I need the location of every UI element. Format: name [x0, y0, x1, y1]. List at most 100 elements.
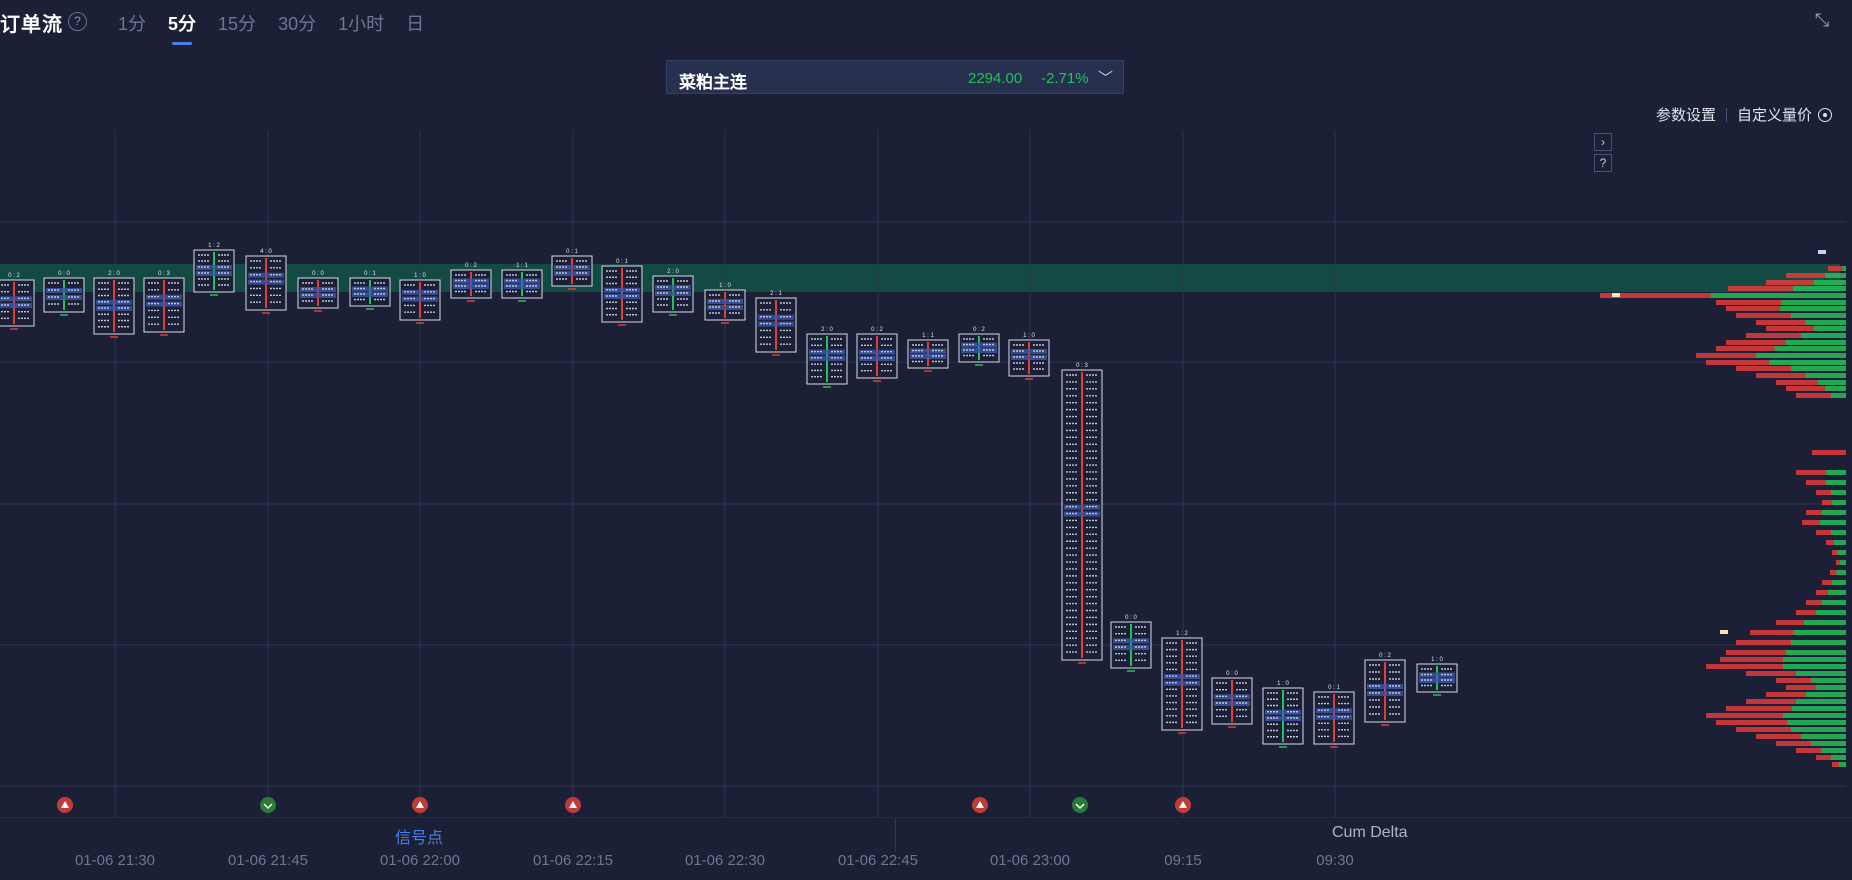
bar-ask-bid-label: 0 : 2 [973, 327, 985, 333]
period-5m[interactable]: 5分 [168, 10, 196, 45]
volume-profile-sell [1776, 380, 1818, 385]
poc-cell [1164, 680, 1200, 686]
volume-profile-buy [1791, 366, 1846, 371]
volume-profile-sell [1726, 306, 1780, 311]
volume-profile-buy [1828, 590, 1846, 595]
signal-check-icon [1075, 803, 1085, 810]
poc-cell [1214, 701, 1250, 706]
poc-cell [1113, 645, 1149, 650]
volume-profile-buy [1783, 657, 1846, 662]
expand-panel-button[interactable]: › [1594, 133, 1612, 151]
help-icon[interactable]: ? [68, 12, 87, 31]
poc-cell [758, 314, 794, 320]
volume-profile-sell [1766, 326, 1814, 331]
volume-profile-buy [1793, 630, 1846, 635]
bar-ask-bid-label: 0 : 1 [616, 259, 628, 265]
time-axis-label: 01-06 21:45 [227, 852, 309, 869]
period-day[interactable]: 日 [406, 14, 425, 34]
signal-arrow-icon [416, 801, 424, 808]
volume-profile-sell [1802, 520, 1820, 525]
profile-poc-marker [1720, 630, 1728, 634]
volume-profile-buy [1831, 490, 1846, 495]
volume-profile-sell [1836, 560, 1840, 565]
volume-profile-sell [1816, 530, 1831, 535]
volume-profile-buy [1756, 353, 1846, 358]
signal-check-icon [263, 803, 273, 810]
volume-profile-buy [1792, 286, 1846, 291]
indicator-tabs: 信号点 Cum Delta [0, 818, 1852, 852]
contract-name: 菜粕主连 [679, 73, 747, 92]
poc-cell [1367, 684, 1403, 689]
divider [1725, 107, 1727, 122]
volume-profile-sell [1822, 580, 1832, 585]
volume-profile-buy [1814, 326, 1846, 331]
volume-profile-sell [1832, 550, 1838, 555]
params-settings-link[interactable]: 参数设置 [1655, 107, 1716, 124]
volume-profile-buy [1842, 266, 1846, 271]
poc-cell [655, 291, 691, 296]
time-axis-label: 01-06 22:15 [532, 852, 614, 869]
volume-profile-sell [1706, 713, 1783, 718]
volume-profile-sell [1696, 353, 1756, 358]
time-axis-label: 01-06 22:45 [837, 852, 919, 869]
volume-profile-sell [1806, 510, 1822, 515]
bar-ask-bid-label: 1 : 0 [1431, 657, 1443, 663]
volume-profile-buy [1787, 720, 1846, 725]
volume-profile-sell [1736, 366, 1791, 371]
period-1h[interactable]: 1小时 [338, 14, 385, 34]
footprint-chart[interactable]: 0 : 2 0 : 0 2 : 0 0 : 3 1 : 2 4 : 0 0 : 0 0 : 1… [0, 130, 1852, 818]
volume-profile-buy [1825, 386, 1846, 391]
volume-profile-sell [1776, 620, 1804, 625]
volume-profile-sell [1746, 699, 1796, 704]
shrink-icon[interactable]: ⤡ [1814, 10, 1830, 30]
poc-cell [0, 296, 32, 302]
poc-cell [910, 354, 946, 359]
volume-profile-buy [1796, 699, 1846, 704]
volume-profile-buy [1774, 346, 1846, 351]
contract-change: -2.71% [1041, 70, 1089, 87]
time-axis-label: 09:30 [1316, 852, 1354, 869]
poc-cell [352, 292, 388, 297]
volume-profile-buy [1786, 340, 1846, 345]
poc-cell [604, 294, 640, 299]
custom-volume-price-link[interactable]: 自定义量价 [1736, 107, 1812, 124]
volume-profile-sell [1720, 657, 1783, 662]
volume-profile-sell [1750, 630, 1794, 635]
period-30m[interactable]: 30分 [278, 14, 317, 34]
profile-poc-marker [1612, 293, 1620, 297]
poc-cell [1367, 691, 1403, 696]
volume-profile-buy [1780, 306, 1846, 311]
tab-signal-points[interactable]: 信号点 [395, 830, 444, 847]
volume-profile-buy [1834, 540, 1846, 545]
signal-point-icon [260, 797, 276, 813]
volume-profile-sell [1816, 755, 1831, 760]
period-1m[interactable]: 1分 [118, 14, 147, 34]
volume-profile-sell [1736, 313, 1791, 318]
poc-cell [961, 342, 997, 348]
volume-profile-buy [1791, 640, 1846, 645]
volume-profile-sell [1816, 490, 1831, 495]
poc-cell [402, 289, 438, 295]
bar-ask-bid-label: 0 : 0 [1125, 615, 1137, 621]
volume-profile-sell [1816, 590, 1828, 595]
chevron-down-icon: ﹀ [1097, 70, 1113, 87]
period-15m[interactable]: 15分 [218, 14, 257, 34]
tab-cum-delta[interactable]: Cum Delta [1332, 824, 1408, 841]
volume-profile-sell [1706, 664, 1783, 669]
bar-ask-bid-label: 1 : 0 [719, 283, 731, 289]
bar-ask-bid-label: 0 : 2 [8, 273, 20, 279]
poc-cell [554, 271, 590, 276]
volume-profile-buy [1840, 560, 1846, 565]
volume-profile-buy [1781, 300, 1846, 305]
volume-profile-buy [1801, 734, 1846, 739]
poc-cell [809, 355, 845, 361]
chart-help-button[interactable]: ? [1594, 154, 1612, 172]
volume-profile-sell [1776, 741, 1811, 746]
gear-icon[interactable] [1818, 107, 1832, 122]
bar-ask-bid-label: 1 : 0 [1277, 681, 1289, 687]
poc-cell [1214, 694, 1250, 700]
bar-ask-bid-label: 1 : 0 [1023, 333, 1035, 339]
volume-profile-buy [1826, 480, 1846, 485]
volume-profile-buy [1783, 664, 1846, 669]
contract-selector[interactable]: 菜粕主连 2294.00 -2.71% ﹀ [666, 60, 1124, 94]
